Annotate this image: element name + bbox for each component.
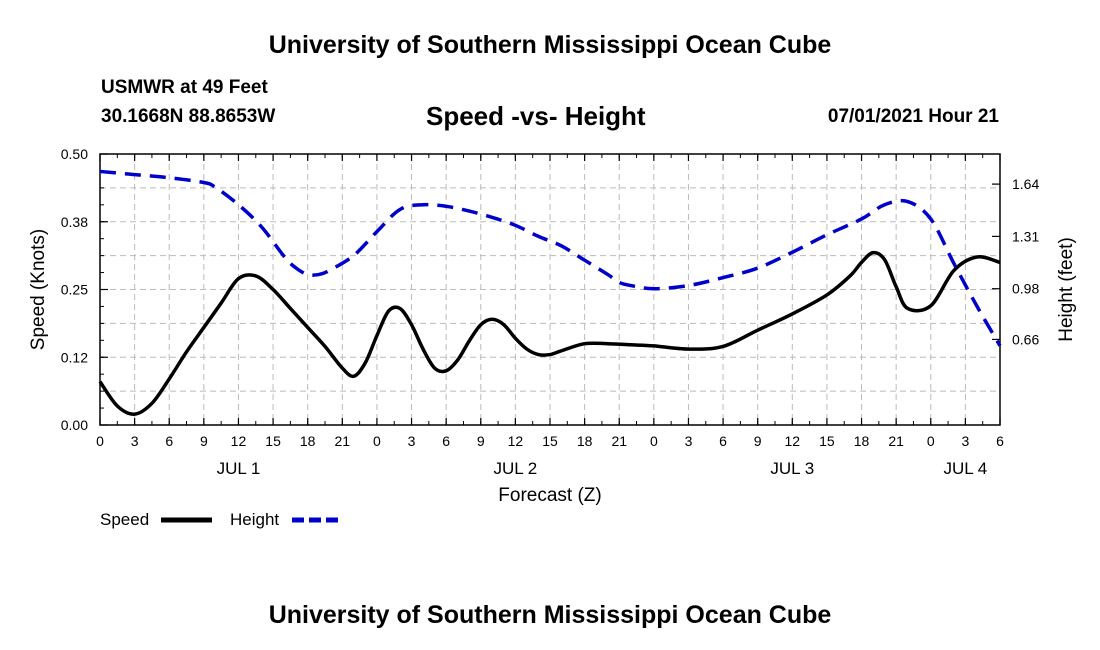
x-tick-label: 3 <box>961 433 969 449</box>
x-tick-label: 12 <box>231 433 247 449</box>
station-name: USMWR at 49 Feet <box>101 77 268 98</box>
x-tick-label: 21 <box>888 433 904 449</box>
date-label: JUL 2 <box>493 459 537 478</box>
x-tick-label: 18 <box>577 433 593 449</box>
y-tick-label-left: 0.38 <box>61 214 88 230</box>
y-tick-label-right: 1.31 <box>1012 228 1039 244</box>
x-tick-label: 0 <box>373 433 381 449</box>
legend-height-label: Height <box>230 510 279 529</box>
x-tick-label: 18 <box>300 433 316 449</box>
x-tick-label: 15 <box>542 433 558 449</box>
y-tick-label-left: 0.25 <box>61 282 88 298</box>
x-tick-label: 21 <box>335 433 351 449</box>
x-axis-label: Forecast (Z) <box>498 485 601 506</box>
x-tick-label: 15 <box>819 433 835 449</box>
x-tick-label: 6 <box>442 433 450 449</box>
x-tick-label: 3 <box>131 433 139 449</box>
y-tick-label-right: 0.66 <box>1012 331 1039 347</box>
x-tick-label: 3 <box>685 433 693 449</box>
y-tick-label-left: 0.12 <box>61 349 88 365</box>
y-axis-label-right: Height (feet) <box>1056 237 1077 342</box>
forecast-datetime: 07/01/2021 Hour 21 <box>827 106 999 127</box>
speed-series-line <box>98 250 1001 416</box>
date-label: JUL 1 <box>217 459 261 478</box>
legend-speed-label: Speed <box>100 510 149 529</box>
x-tick-label: 0 <box>96 433 104 449</box>
x-tick-label: 6 <box>719 433 727 449</box>
x-tick-label: 0 <box>927 433 935 449</box>
x-tick-label: 12 <box>785 433 801 449</box>
x-tick-label: 6 <box>165 433 173 449</box>
date-label: JUL 3 <box>770 459 814 478</box>
page-title-bottom: University of Southern Mississippi Ocean… <box>268 601 832 629</box>
y-tick-label-left: 0.00 <box>61 417 88 433</box>
y-tick-label-right: 0.98 <box>1012 281 1039 297</box>
x-tick-label: 21 <box>611 433 627 449</box>
y-tick-label-right: 1.64 <box>1012 176 1039 192</box>
station-coordinates: 30.1668N 88.8653W <box>101 106 276 127</box>
date-label: JUL 4 <box>943 459 987 478</box>
x-tick-label: 18 <box>854 433 870 449</box>
x-tick-label: 0 <box>650 433 658 449</box>
x-tick-label: 3 <box>408 433 416 449</box>
chart-title: Speed -vs- Height <box>426 101 646 131</box>
x-tick-label: 12 <box>508 433 524 449</box>
y-axis-label-left: Speed (Knots) <box>28 229 49 350</box>
x-tick-label: 9 <box>754 433 762 449</box>
y-tick-label-left: 0.50 <box>61 146 88 162</box>
x-tick-label: 9 <box>477 433 485 449</box>
height-series-line <box>99 169 1002 347</box>
x-tick-label: 9 <box>200 433 208 449</box>
x-tick-label: 15 <box>265 433 281 449</box>
page-title-top: University of Southern Mississippi Ocean… <box>268 31 832 59</box>
x-tick-label: 6 <box>996 433 1004 449</box>
